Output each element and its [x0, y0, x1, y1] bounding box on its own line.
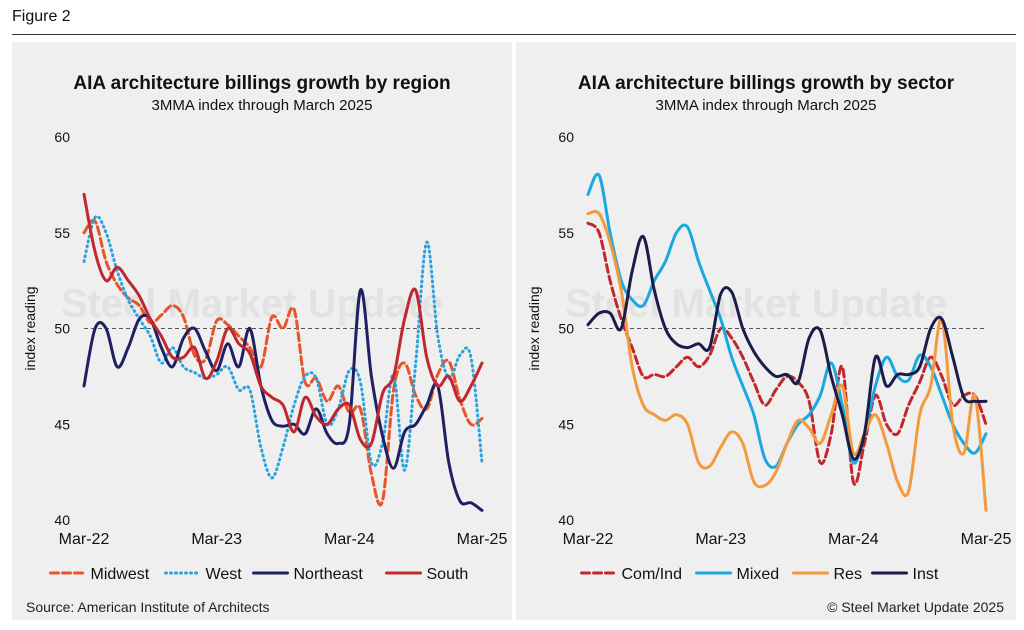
y-axis-title: index reading	[526, 286, 542, 370]
y-tick-label: 40	[54, 512, 70, 528]
legend-label: Midwest	[91, 566, 150, 583]
chart-title: AIA architecture billings growth by sect…	[578, 73, 955, 94]
series-line-west	[82, 214, 484, 480]
legend-label: South	[427, 566, 469, 583]
x-tick-label: Mar-25	[457, 531, 508, 548]
y-tick-label: 55	[558, 225, 574, 241]
legend-label: Northeast	[294, 566, 364, 583]
x-tick-label: Mar-22	[563, 531, 614, 548]
chart-subtitle: 3MMA index through March 2025	[152, 97, 373, 114]
copyright-note: © Steel Market Update 2025	[827, 599, 1004, 615]
y-tick-label: 45	[54, 416, 70, 432]
chart-panel-sector: Steel Market Update AIA architecture bill…	[516, 42, 1016, 620]
legend-label: Com/Ind	[622, 566, 682, 583]
y-tick-label: 60	[54, 129, 70, 145]
y-axis-title: index reading	[22, 286, 38, 370]
chart-panel-region: Steel Market Update AIA architecture bill…	[12, 42, 512, 620]
x-tick-label: Mar-25	[961, 531, 1012, 548]
y-tick-label: 60	[558, 129, 574, 145]
y-tick-label: 45	[558, 416, 574, 432]
title-rule	[12, 34, 1016, 35]
x-tick-label: Mar-24	[324, 531, 375, 548]
x-tick-label: Mar-22	[59, 531, 110, 548]
y-tick-label: 50	[558, 321, 574, 337]
x-tick-label: Mar-24	[828, 531, 879, 548]
series-line-midwest	[82, 218, 484, 507]
figure-label: Figure 2	[12, 8, 71, 25]
series-line-res	[586, 209, 988, 512]
chart-subtitle: 3MMA index through March 2025	[656, 97, 877, 114]
y-tick-label: 55	[54, 225, 70, 241]
y-tick-label: 40	[558, 512, 574, 528]
legend-label: Res	[834, 566, 862, 583]
series-line-south	[82, 192, 484, 449]
source-note: Source: American Institute of Architects	[26, 599, 270, 615]
legend-label: Inst	[913, 566, 939, 583]
series-line-inst	[586, 235, 988, 461]
legend-label: Mixed	[737, 566, 780, 583]
x-tick-label: Mar-23	[695, 531, 746, 548]
legend-label: West	[206, 566, 243, 583]
chart-title: AIA architecture billings growth by regi…	[73, 73, 450, 94]
y-tick-label: 50	[54, 321, 70, 337]
x-tick-label: Mar-23	[191, 531, 242, 548]
